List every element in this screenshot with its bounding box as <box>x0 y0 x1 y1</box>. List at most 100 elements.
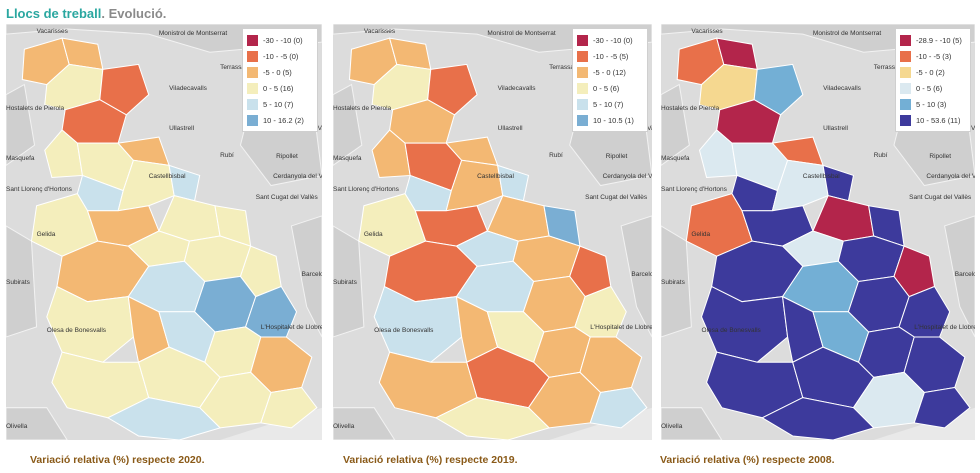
place-label: Olesa de Bonesvalls <box>374 326 434 334</box>
neighbour-area <box>6 225 38 338</box>
legend-entry: -10 - -5 (0) <box>247 48 313 64</box>
legend-swatch <box>577 34 588 46</box>
place-label: L'Hospitalet de Llobregat <box>914 323 975 331</box>
place-label: L'Hospitalet de Llobregat <box>260 323 322 331</box>
place-label: Castellbisbal <box>477 173 514 181</box>
legend-entry: 0 - 5 (6) <box>577 80 643 96</box>
legend-label: -10 - -5 (0) <box>263 51 299 61</box>
place-label: Ullastrell <box>497 124 523 132</box>
place-label: Terrassa <box>220 64 245 72</box>
legend-swatch <box>900 66 911 78</box>
place-label: Barcelona <box>954 271 975 279</box>
legend-swatch <box>577 114 588 126</box>
choropleth-map <box>661 24 975 440</box>
legend-swatch <box>900 50 911 62</box>
choropleth-map <box>6 24 322 440</box>
municipality-region[interactable] <box>761 397 875 440</box>
map-legend: -30 - -10 (0) -10 - -5 (5) -5 - 0 (12) 0 - … <box>572 28 648 132</box>
legend-label: -10 - -5 (5) <box>593 51 629 61</box>
municipality-region[interactable] <box>496 164 530 202</box>
map-panel-1[interactable]: Monistrol de Montserrat Vacarisses Terrass… <box>6 24 322 440</box>
place-label: Hostalets de Pierola <box>333 104 392 112</box>
legend-entry: 5 - 10 (7) <box>247 96 313 112</box>
neighbour-area <box>333 407 396 440</box>
place-label: Cerdanyola del Vallès <box>273 173 322 181</box>
place-label: Sant Cugat del Vallès <box>255 193 318 201</box>
municipality-region[interactable] <box>99 63 150 116</box>
place-label: Olivella <box>6 422 28 430</box>
municipality-region[interactable] <box>698 129 738 179</box>
municipality-region[interactable] <box>427 63 478 116</box>
place-label: Ripollet <box>276 153 298 161</box>
place-label: Ripollet <box>605 153 628 161</box>
neighbour-area <box>620 215 652 338</box>
map-panel-3[interactable]: Monistrol de Montserrat Vacarisses Terrass… <box>661 24 975 440</box>
place-label: Olivella <box>661 422 683 430</box>
legend-entry: -5 - 0 (12) <box>577 64 643 80</box>
place-label: Ullastrell <box>169 124 195 132</box>
municipality-region[interactable] <box>168 164 201 202</box>
place-label: Cerdanyola del Vallès <box>926 173 975 181</box>
municipality-region[interactable] <box>373 285 463 363</box>
municipality-region[interactable] <box>822 164 855 202</box>
map-caption: Variació relativa (%) respecte 2020. <box>30 454 205 466</box>
legend-label: -10 - -5 (3) <box>916 51 952 61</box>
legend-entry: 10 - 16.2 (2) <box>247 112 313 128</box>
municipality-region[interactable] <box>46 285 134 363</box>
neighbour-area <box>661 225 692 338</box>
municipality-region[interactable] <box>434 397 551 440</box>
legend-label: 5 - 10 (7) <box>593 99 624 109</box>
neighbour-area <box>6 407 68 440</box>
legend-entry: 10 - 10.5 (1) <box>577 112 643 128</box>
legend-entry: -5 - 0 (2) <box>900 64 966 80</box>
legend-swatch <box>247 66 258 78</box>
municipality-region[interactable] <box>44 129 84 179</box>
legend-label: -5 - 0 (5) <box>263 67 292 77</box>
place-label: Gelida <box>691 230 711 238</box>
municipality-region[interactable] <box>260 386 318 429</box>
municipality-region[interactable] <box>589 386 648 429</box>
place-label: Vacarisses <box>691 28 723 36</box>
place-label: Sant Llorenç d'Hortons <box>6 185 72 193</box>
municipality-region[interactable] <box>371 129 411 179</box>
legend-label: -30 - -10 (0) <box>263 35 303 45</box>
legend-swatch <box>247 82 258 94</box>
legend-swatch <box>577 50 588 62</box>
municipality-region[interactable] <box>700 285 789 363</box>
municipality-region[interactable] <box>106 397 222 440</box>
place-label: Ripollet <box>929 153 952 161</box>
place-label: Cerdanyola del Vallès <box>602 173 652 181</box>
place-label: Terrassa <box>549 64 575 72</box>
place-label: Vacarisses <box>36 28 68 36</box>
municipality-region[interactable] <box>913 386 971 429</box>
legend-swatch <box>900 98 911 110</box>
legend-entry: -30 - -10 (0) <box>247 32 313 48</box>
legend-label: 10 - 10.5 (1) <box>593 115 634 125</box>
legend-swatch <box>577 98 588 110</box>
place-label: Rubí <box>549 152 563 160</box>
legend-entry: -30 - -10 (0) <box>577 32 643 48</box>
neighbour-area <box>333 225 365 338</box>
neighbour-area <box>290 215 322 338</box>
legend-label: -28.9 - -10 (5) <box>916 35 962 45</box>
place-label: Vacarisses <box>363 28 396 36</box>
place-label: Sant Cugat del Vallès <box>909 193 972 201</box>
place-label: Gelida <box>363 230 383 238</box>
place-label: Gelida <box>36 230 56 238</box>
page-title: Llocs de treball. Evolució. <box>6 6 166 21</box>
legend-entry: -10 - -5 (5) <box>577 48 643 64</box>
place-label: L'Hospitalet de Llobregat <box>590 323 652 331</box>
map-panel-2[interactable]: Monistrol de Montserrat Vacarisses Terrass… <box>333 24 652 440</box>
neighbour-area <box>333 83 363 166</box>
legend-swatch <box>577 82 588 94</box>
place-label: Castellbisbal <box>802 173 840 181</box>
place-label: Rubí <box>220 152 234 160</box>
choropleth-map <box>333 24 652 440</box>
legend-swatch <box>247 50 258 62</box>
place-label: Subirats <box>333 279 357 287</box>
legend-label: 10 - 16.2 (2) <box>263 115 304 125</box>
legend-entry: 10 - 53.6 (11) <box>900 112 966 128</box>
municipality-region[interactable] <box>753 63 804 116</box>
place-label: Masquefa <box>333 155 362 163</box>
place-label: Olesa de Bonesvalls <box>46 326 107 334</box>
